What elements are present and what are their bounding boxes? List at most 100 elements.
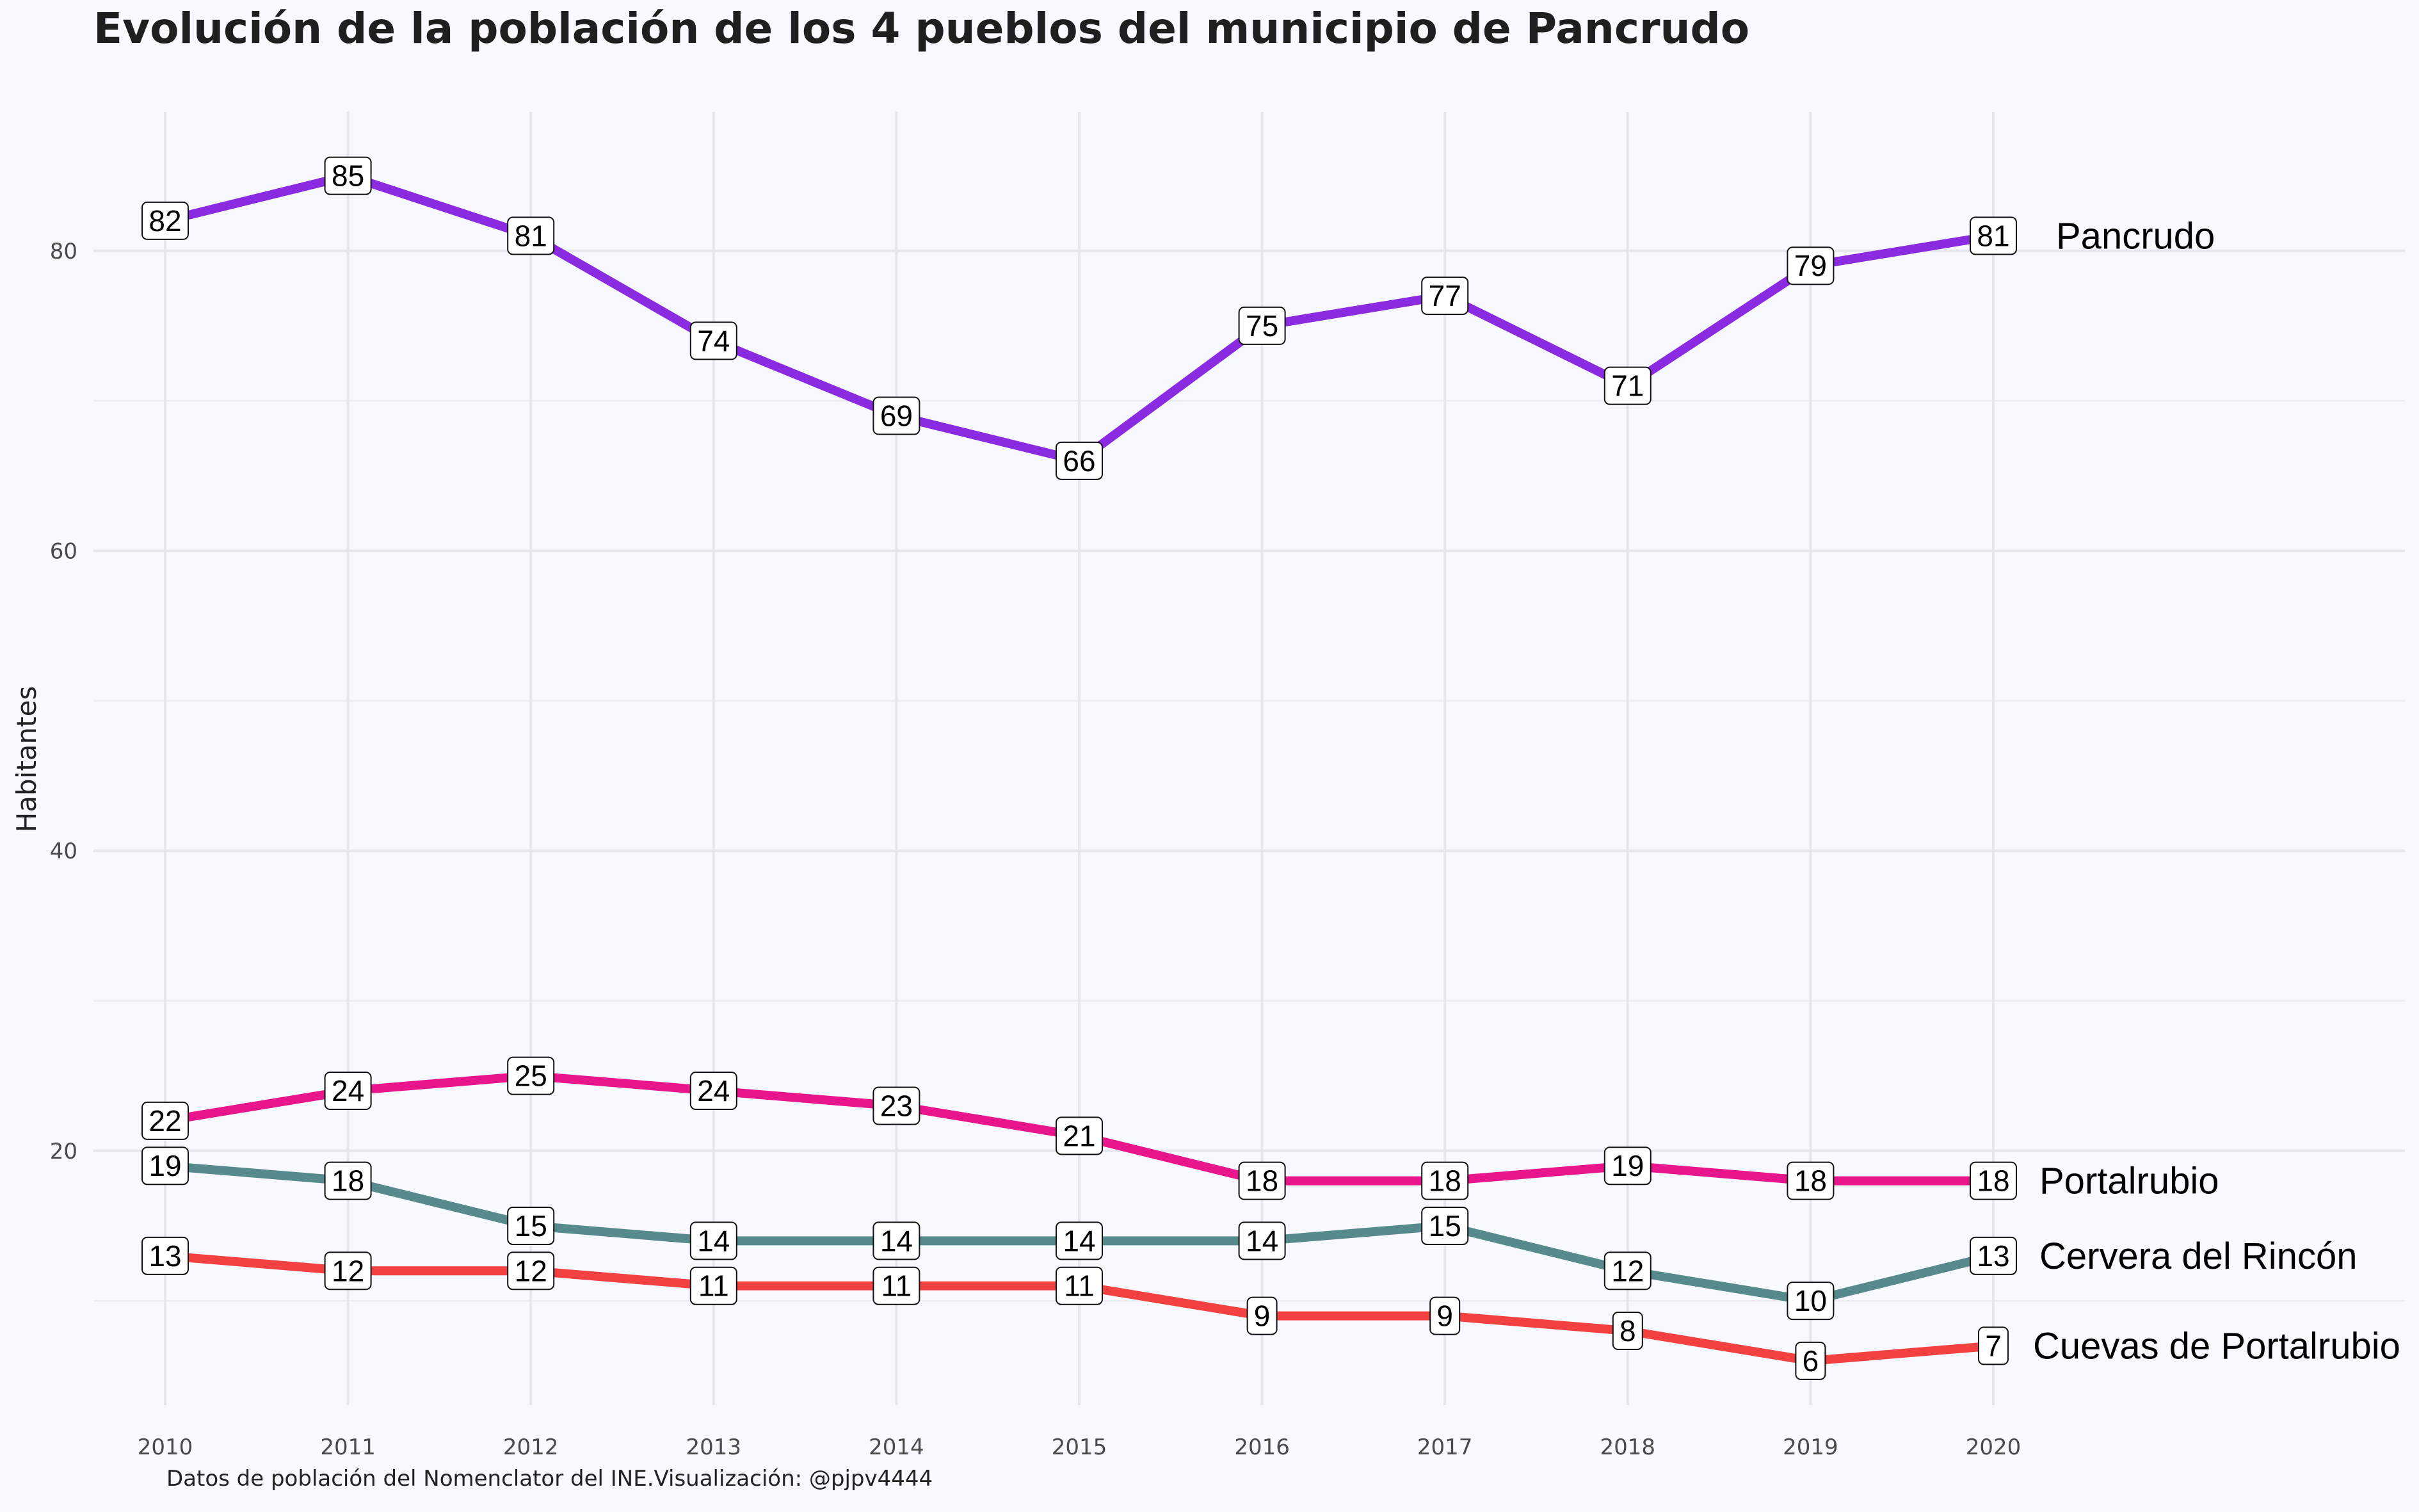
data-label-box — [1421, 1206, 1469, 1245]
data-label: 13 — [1977, 1239, 2009, 1273]
data-label: 18 — [1246, 1164, 1278, 1198]
data-label: 14 — [1246, 1224, 1278, 1257]
data-label: 11 — [1064, 1269, 1095, 1303]
data-label-box — [872, 396, 920, 435]
data-label: 9 — [1436, 1299, 1453, 1333]
data-label: 19 — [1611, 1149, 1644, 1182]
data-label-box — [1056, 1116, 1103, 1155]
data-label: 8 — [1619, 1314, 1636, 1347]
data-label: 18 — [1794, 1164, 1827, 1198]
x-tick-label: 2014 — [869, 1435, 924, 1460]
data-label-box — [141, 1146, 189, 1186]
data-label-box — [141, 1101, 189, 1140]
x-tick-label: 2016 — [1234, 1435, 1290, 1460]
y-axis-label: Habitantes — [11, 686, 42, 833]
data-label: 11 — [698, 1269, 729, 1303]
data-label: 81 — [1977, 219, 2009, 252]
data-label: 23 — [880, 1089, 913, 1122]
data-label: 18 — [332, 1164, 364, 1198]
data-label-box — [507, 1251, 555, 1291]
x-tick-label: 2012 — [503, 1435, 559, 1460]
data-label-box — [1246, 1296, 1278, 1335]
y-tick-label: 40 — [50, 839, 77, 864]
data-label: 77 — [1429, 279, 1461, 312]
data-label-box — [507, 216, 555, 255]
data-label: 12 — [332, 1254, 364, 1287]
data-label-box — [1429, 1296, 1461, 1335]
data-label-box — [1421, 1161, 1469, 1200]
data-label-box — [1603, 366, 1652, 405]
x-tick-label: 2017 — [1417, 1435, 1473, 1460]
data-label: 71 — [1611, 369, 1644, 403]
data-label: 81 — [515, 219, 547, 252]
data-label-box — [1795, 1341, 1826, 1380]
data-label-box — [689, 1072, 737, 1111]
data-label: 9 — [1254, 1299, 1271, 1333]
data-label-box — [1603, 1146, 1652, 1186]
data-label-box — [872, 1266, 920, 1305]
data-label-box — [689, 1266, 737, 1305]
data-label-box — [1056, 441, 1103, 480]
data-label-box — [1970, 1236, 2017, 1275]
data-label-box — [1978, 1326, 2009, 1365]
data-label: 15 — [515, 1209, 547, 1243]
y-tick-label: 80 — [50, 239, 77, 264]
data-label-box — [1787, 1161, 1835, 1200]
data-label-box — [872, 1221, 920, 1260]
data-label-box — [507, 1206, 555, 1245]
data-label-box — [689, 321, 737, 360]
data-label: 18 — [1977, 1164, 2009, 1198]
data-label: 79 — [1794, 249, 1827, 282]
data-label: 25 — [515, 1059, 547, 1093]
data-label-box — [1970, 216, 2017, 255]
x-tick-label: 2020 — [1966, 1435, 2021, 1460]
data-label: 12 — [515, 1254, 547, 1287]
data-label-box — [141, 1236, 189, 1275]
caption: Datos de población del Nomenclator del I… — [166, 1466, 933, 1492]
data-label: 14 — [880, 1224, 913, 1257]
data-label: 24 — [697, 1074, 730, 1107]
data-label: 19 — [149, 1149, 181, 1182]
data-label: 22 — [149, 1104, 181, 1138]
data-label: 21 — [1063, 1119, 1095, 1152]
x-tick-label: 2011 — [320, 1435, 376, 1460]
data-label-box — [1421, 277, 1469, 316]
data-label-box — [1787, 1282, 1835, 1321]
data-label: 13 — [149, 1239, 181, 1273]
data-label: 85 — [332, 159, 364, 193]
axes: 20 40 60 80 2010 2011 2012 2013 2014 2015 2016 2017… — [11, 239, 2021, 1460]
data-label-box — [324, 1161, 372, 1200]
x-tick-label: 2018 — [1600, 1435, 1656, 1460]
data-label-box — [1056, 1266, 1103, 1305]
x-tick-label: 2019 — [1783, 1435, 1838, 1460]
data-label: 82 — [149, 204, 181, 237]
data-label: 14 — [697, 1224, 730, 1257]
data-label: 14 — [1063, 1224, 1095, 1257]
data-label: 7 — [1985, 1329, 2002, 1362]
data-label-box — [1056, 1221, 1103, 1260]
y-tick-label: 60 — [50, 538, 77, 564]
data-label-box — [1238, 1221, 1286, 1260]
data-label-box — [689, 1221, 737, 1260]
data-label-box — [1238, 1161, 1286, 1200]
data-label-box — [324, 1251, 372, 1291]
data-label: 10 — [1794, 1284, 1827, 1317]
grid-lines — [93, 112, 2405, 1405]
data-label-box — [1612, 1312, 1643, 1351]
series-name-label: Cervera del Rincón — [2039, 1235, 2357, 1277]
data-label-box — [1787, 246, 1835, 286]
data-label-box — [324, 156, 372, 195]
data-label: 12 — [1611, 1254, 1644, 1287]
data-label-box — [1970, 1161, 2017, 1200]
data-label-box — [872, 1086, 920, 1125]
data-label-box — [507, 1056, 555, 1095]
series-name-label: Cuevas de Portalrubio — [2033, 1325, 2400, 1367]
x-tick-label: 2013 — [686, 1435, 742, 1460]
data-label: 18 — [1429, 1164, 1461, 1198]
data-label: 11 — [881, 1269, 912, 1303]
data-label: 66 — [1063, 444, 1095, 478]
data-label-box — [141, 201, 189, 240]
data-label: 69 — [880, 399, 913, 433]
